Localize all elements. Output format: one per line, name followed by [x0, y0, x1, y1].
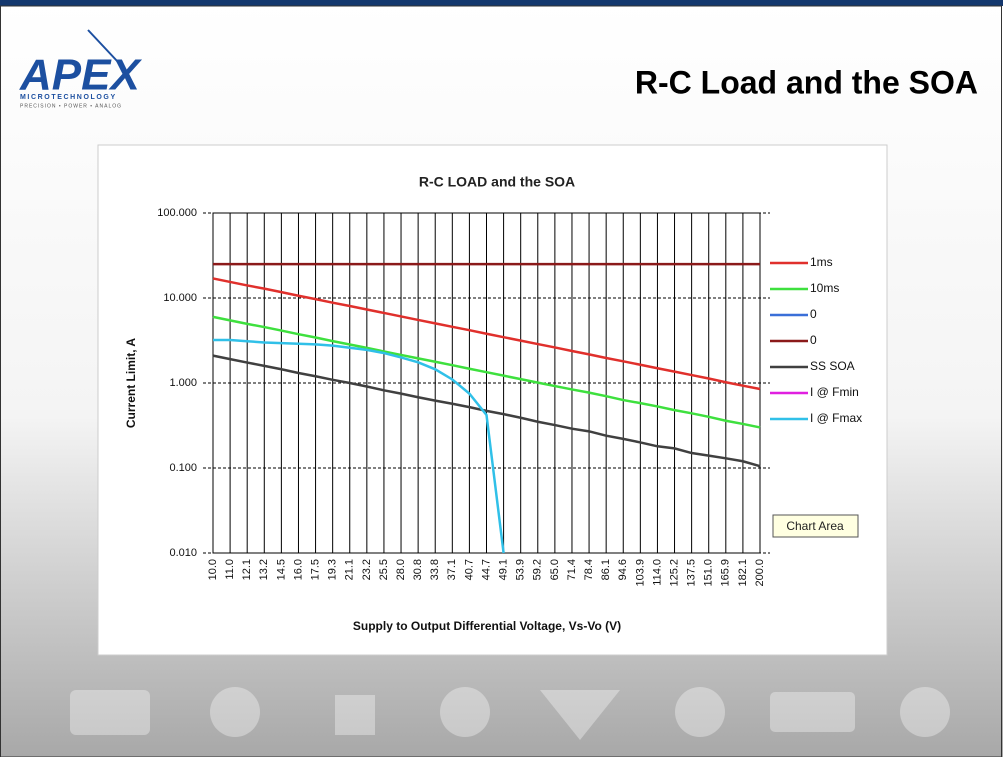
y-axis-label: Current Limit, A	[124, 338, 138, 429]
series-line	[212, 354, 761, 468]
x-tick-label: 13.2	[258, 559, 270, 580]
x-tick-label: 114.0	[651, 559, 663, 586]
x-tick-label: 25.5	[378, 559, 390, 580]
x-tick-label: 78.4	[583, 559, 595, 580]
x-tick-label: 165.9	[720, 559, 732, 587]
legend-label: 1ms	[810, 255, 833, 269]
x-tick-label: 23.2	[361, 559, 373, 580]
y-tick-label: 0.010	[169, 547, 197, 559]
logo-name: APEX	[19, 51, 142, 100]
tooltip-text: Chart Area	[786, 519, 844, 533]
x-tick-label: 94.6	[617, 559, 629, 580]
x-tick-label: 137.5	[686, 559, 698, 587]
x-tick-label: 14.5	[275, 559, 287, 580]
x-axis-label: Supply to Output Differential Voltage, V…	[353, 619, 621, 633]
logo-sub: MICROTECHNOLOGY	[20, 94, 117, 101]
x-tick-label: 30.8	[412, 559, 424, 580]
logo-swoosh	[87, 29, 119, 63]
y-tick-label: 1.000	[169, 377, 197, 389]
legend-label: 0	[810, 307, 817, 321]
x-tick-label: 19.3	[327, 559, 339, 580]
x-tick-label: 53.9	[515, 559, 527, 580]
x-tick-label: 17.5	[309, 559, 321, 580]
x-tick-label: 65.0	[549, 559, 561, 580]
x-tick-label: 44.7	[480, 559, 492, 580]
x-tick-label: 40.7	[463, 559, 475, 580]
x-tick-label: 16.0	[292, 559, 304, 580]
x-tick-label: 59.2	[532, 559, 544, 580]
x-tick-label: 125.2	[668, 559, 680, 587]
legend-label: SS SOA	[810, 359, 855, 373]
x-tick-label: 49.1	[498, 559, 510, 580]
x-tick-label: 21.1	[344, 559, 356, 580]
y-tick-label: 0.100	[169, 462, 197, 474]
x-tick-label: 37.1	[446, 559, 458, 580]
y-tick-label: 100.000	[157, 207, 197, 219]
x-tick-label: 151.0	[703, 559, 715, 587]
x-tick-label: 182.1	[737, 559, 749, 587]
x-tick-label: 28.0	[395, 559, 407, 580]
legend-label: I @ Fmax	[810, 411, 862, 425]
series-line	[213, 338, 505, 554]
x-tick-label: 11.0	[224, 559, 236, 580]
legend-label: 0	[810, 333, 817, 347]
tooltip	[772, 514, 859, 538]
chart-title: R-C LOAD and the SOA	[419, 174, 575, 190]
series-line	[212, 277, 761, 391]
x-tick-label: 200.0	[754, 559, 766, 587]
x-tick-label: 86.1	[600, 559, 612, 580]
x-tick-label: 103.9	[634, 559, 646, 587]
x-tick-label: 33.8	[429, 559, 441, 580]
series-line	[212, 315, 761, 429]
y-tick-label: 10.000	[163, 292, 197, 304]
slide-title: R-C Load and the SOA	[635, 64, 978, 100]
bottom-icons	[70, 687, 950, 740]
top-bar	[0, 0, 1003, 6]
x-tick-label: 10.0	[207, 559, 219, 580]
legend-label: I @ Fmin	[810, 385, 859, 399]
x-tick-label: 12.1	[241, 559, 253, 580]
x-tick-label: 71.4	[566, 559, 578, 580]
logo-tagline: PRECISION • POWER • ANALOG	[20, 103, 122, 109]
legend-label: 10ms	[810, 281, 839, 295]
